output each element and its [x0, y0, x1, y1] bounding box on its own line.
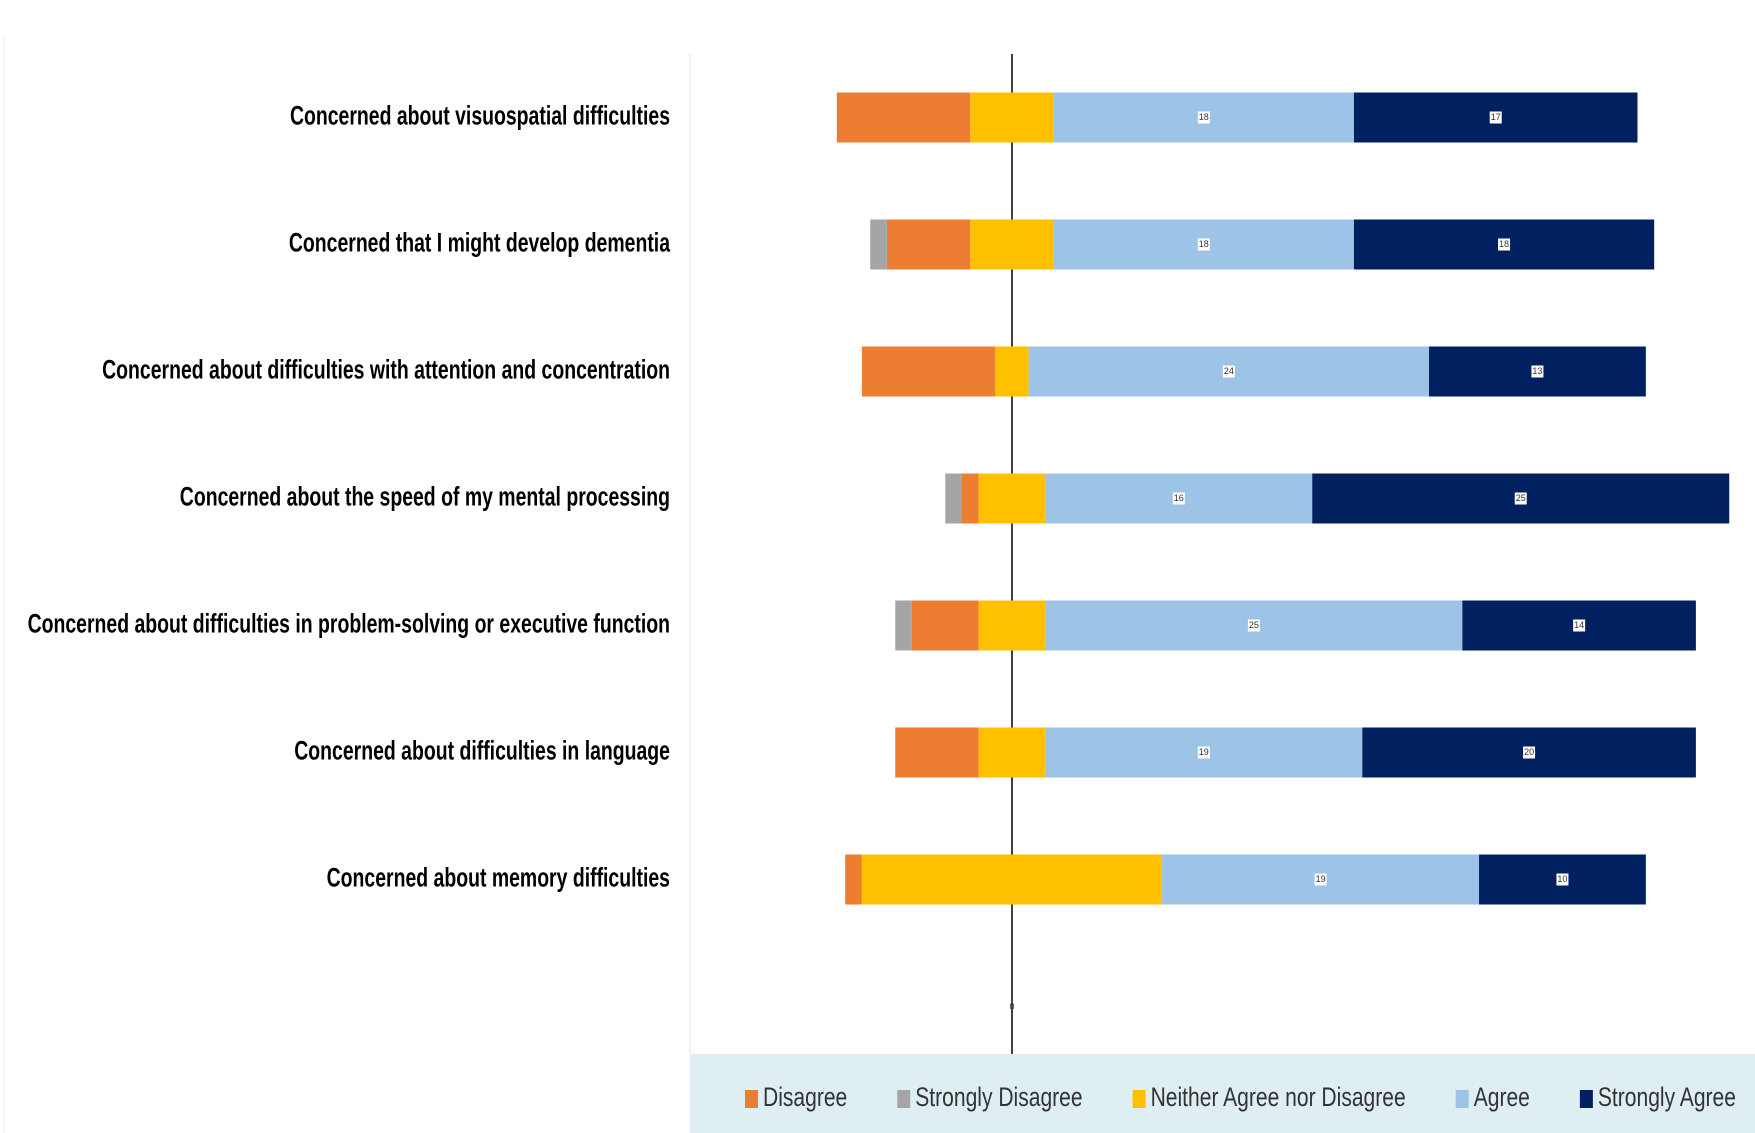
legend-swatch — [1579, 1090, 1593, 1108]
legend-swatch — [1455, 1090, 1469, 1108]
category-label: Concerned about the speed of my mental p… — [180, 482, 670, 512]
value-label-box — [1531, 365, 1544, 378]
bar-segment — [845, 854, 862, 905]
bar-segment — [870, 219, 887, 270]
bar-segment — [861, 854, 1163, 905]
category-label: Concerned that I might develop dementia — [289, 228, 671, 258]
bar-segment — [861, 346, 996, 397]
bar-segment — [945, 473, 962, 524]
value-label-box — [1498, 238, 1511, 251]
value-label-box — [1197, 746, 1210, 759]
legend-label: Strongly Disagree — [915, 1083, 1082, 1113]
bar-segment — [911, 600, 979, 651]
value-label-box — [1197, 238, 1210, 251]
legend-group: Disagree — [763, 1083, 847, 1113]
bar-segment — [961, 473, 979, 524]
value-label: 18 — [1499, 239, 1509, 249]
value-label-box — [1197, 111, 1210, 124]
category-label: Concerned about visuospatial difficultie… — [290, 101, 670, 131]
value-label-box — [1573, 619, 1586, 632]
legend-group: Strongly Agree — [1598, 1083, 1736, 1113]
bar-segment — [970, 219, 1054, 270]
value-label: 18 — [1199, 239, 1209, 249]
legend-swatch — [745, 1090, 758, 1108]
value-label: 19 — [1199, 747, 1209, 757]
bar-segment — [836, 92, 971, 143]
value-label: 14 — [1574, 620, 1584, 630]
legend-label: Strongly Agree — [1598, 1083, 1736, 1113]
category-label-group: Concerned about difficulties with attent… — [102, 355, 670, 385]
value-label: 10 — [1557, 874, 1567, 884]
category-label-group: Concerned about difficulties in language — [294, 736, 670, 766]
bar-segment — [886, 219, 971, 270]
value-label-box — [1514, 492, 1527, 505]
legend-box — [690, 1054, 1755, 1133]
legend-group: Neither Agree nor Disagree — [1151, 1083, 1406, 1113]
value-label: 18 — [1199, 112, 1209, 122]
bar-segment — [895, 600, 912, 651]
value-label-box — [1172, 492, 1185, 505]
bar-segment — [978, 473, 1046, 524]
x-tick-label: 0 — [1009, 1001, 1014, 1011]
category-label-group: Concerned about visuospatial difficultie… — [290, 101, 670, 131]
value-label: 25 — [1516, 493, 1526, 503]
value-label: 19 — [1316, 874, 1326, 884]
category-label: Concerned about difficulties with attent… — [102, 355, 670, 385]
category-label-group: Concerned about memory difficulties — [327, 863, 670, 893]
legend-swatch — [897, 1090, 911, 1108]
value-label-box — [1314, 873, 1327, 886]
bar-segment — [895, 727, 979, 778]
value-label-box — [1489, 111, 1502, 124]
value-label: 20 — [1524, 747, 1534, 757]
value-label: 17 — [1491, 112, 1501, 122]
value-label-box — [1523, 746, 1536, 759]
value-label: 25 — [1249, 620, 1259, 630]
legend-group: Strongly Disagree — [915, 1083, 1082, 1113]
category-label: Concerned about difficulties in problem-… — [28, 609, 670, 639]
legend-label: Neither Agree nor Disagree — [1151, 1083, 1406, 1113]
value-label: 13 — [1532, 366, 1542, 376]
value-label: 24 — [1224, 366, 1234, 376]
category-label: Concerned about memory difficulties — [327, 863, 670, 893]
category-label-group: Concerned that I might develop dementia — [289, 228, 671, 258]
legend-swatch — [1132, 1090, 1146, 1108]
legend-label: Disagree — [763, 1083, 847, 1113]
bar-segment — [978, 727, 1046, 778]
legend-group: Agree — [1474, 1083, 1530, 1113]
category-label: Concerned about difficulties in language — [294, 736, 670, 766]
bar-segment — [978, 600, 1046, 651]
category-label-group: Concerned about difficulties in problem-… — [28, 609, 670, 639]
bar-segment — [995, 346, 1029, 397]
value-label-box — [1556, 873, 1569, 886]
category-label-group: Concerned about the speed of my mental p… — [180, 482, 670, 512]
bar-segment — [970, 92, 1054, 143]
legend-label: Agree — [1474, 1083, 1530, 1113]
value-label-box — [1222, 365, 1235, 378]
value-label: 16 — [1174, 493, 1184, 503]
value-label-box — [1247, 619, 1260, 632]
